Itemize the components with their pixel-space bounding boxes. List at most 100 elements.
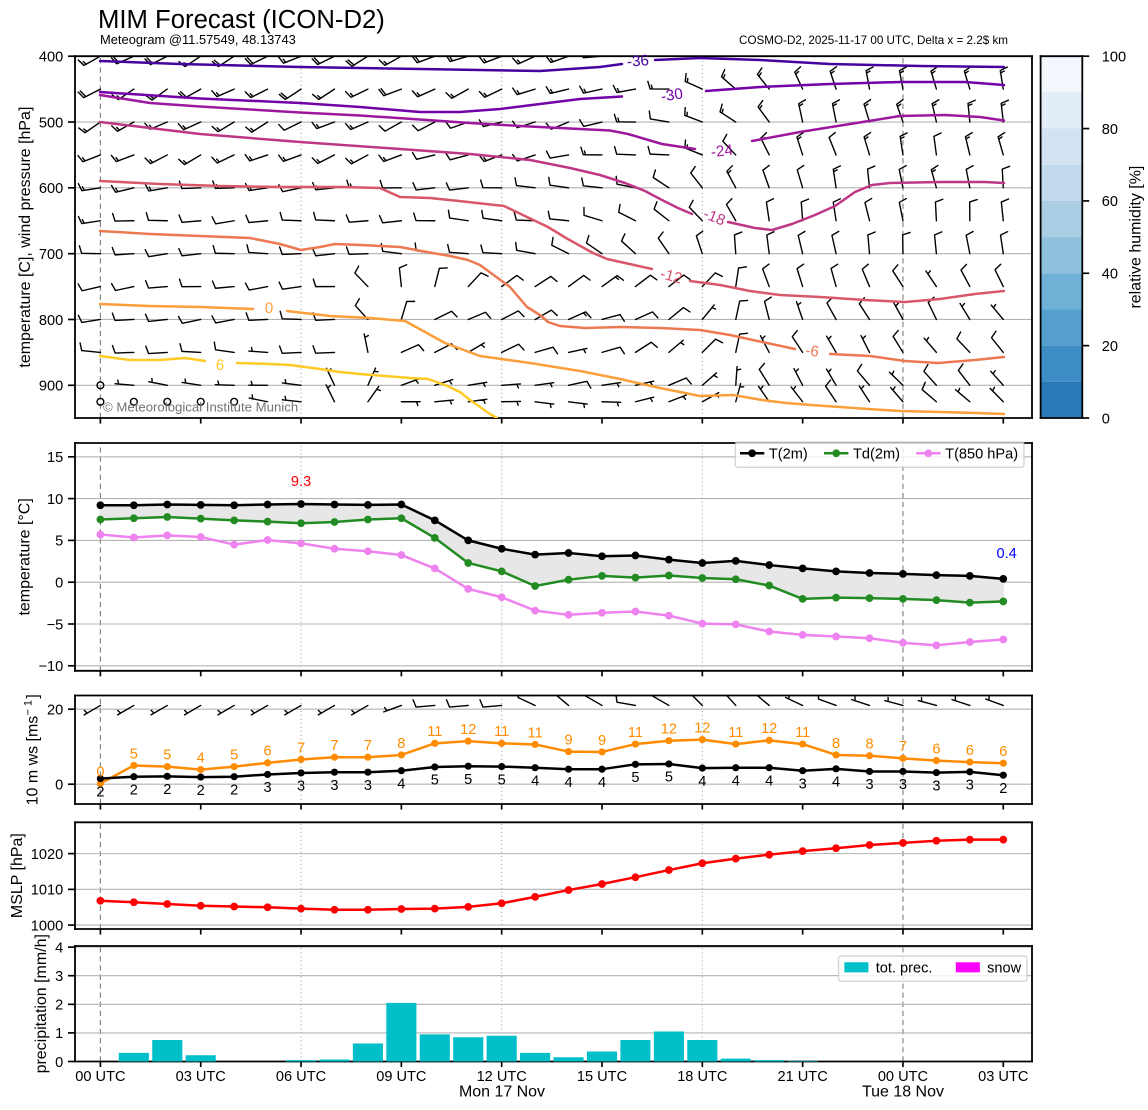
svg-text:800: 800: [39, 313, 63, 329]
svg-text:4: 4: [565, 775, 573, 791]
svg-text:MSLP [hPa]: MSLP [hPa]: [9, 833, 26, 918]
svg-text:11: 11: [494, 724, 509, 740]
svg-text:COSMO-D2, 2025-11-17 00 UTC, D: COSMO-D2, 2025-11-17 00 UTC, Delta x = 2…: [739, 34, 1008, 47]
svg-text:Td(2m): Td(2m): [853, 446, 900, 462]
svg-text:4: 4: [598, 775, 606, 791]
svg-text:3: 3: [264, 780, 272, 796]
svg-text:3: 3: [865, 777, 873, 793]
svg-text:MIM Forecast (ICON-D2): MIM Forecast (ICON-D2): [98, 6, 385, 34]
svg-text:5: 5: [464, 772, 472, 788]
svg-text:4: 4: [197, 750, 205, 766]
svg-text:2: 2: [130, 782, 138, 798]
svg-text:03 UTC: 03 UTC: [978, 1069, 1028, 1085]
svg-text:2: 2: [197, 783, 205, 799]
svg-text:tot. prec.: tot. prec.: [876, 960, 933, 976]
svg-text:3: 3: [966, 778, 974, 794]
svg-text:5: 5: [631, 770, 639, 786]
svg-text:00 UTC: 00 UTC: [75, 1069, 125, 1085]
svg-text:1020: 1020: [31, 847, 63, 863]
svg-text:2: 2: [230, 782, 238, 798]
svg-text:11: 11: [728, 725, 743, 741]
svg-text:1: 1: [55, 1026, 63, 1042]
svg-text:9.3: 9.3: [291, 474, 311, 490]
svg-text:-30: -30: [660, 85, 684, 105]
svg-text:4: 4: [55, 940, 63, 956]
svg-text:3: 3: [364, 778, 372, 794]
svg-text:6: 6: [264, 744, 272, 760]
svg-text:11: 11: [427, 724, 442, 740]
svg-text:10: 10: [47, 492, 63, 508]
svg-text:5: 5: [163, 747, 171, 763]
svg-text:7: 7: [297, 740, 305, 756]
svg-text:4: 4: [531, 773, 539, 789]
svg-text:precipitation [mm/h]: precipitation [mm/h]: [33, 934, 50, 1073]
svg-text:15: 15: [47, 450, 63, 466]
svg-text:2: 2: [96, 784, 104, 800]
svg-text:18 UTC: 18 UTC: [677, 1069, 727, 1085]
svg-text:80: 80: [1102, 122, 1118, 138]
svg-text:12 UTC: 12 UTC: [477, 1069, 527, 1085]
svg-text:12: 12: [761, 721, 777, 737]
svg-text:21 UTC: 21 UTC: [778, 1069, 828, 1085]
svg-text:7: 7: [899, 739, 907, 755]
svg-text:0: 0: [1102, 411, 1110, 427]
svg-text:400: 400: [39, 49, 63, 65]
svg-text:relative humidity [%]: relative humidity [%]: [1127, 166, 1144, 309]
svg-text:4: 4: [698, 774, 706, 790]
svg-text:9: 9: [565, 732, 573, 748]
svg-text:−10: −10: [38, 659, 63, 675]
svg-text:1010: 1010: [31, 883, 63, 899]
svg-text:Mon 17 Nov: Mon 17 Nov: [459, 1083, 545, 1100]
svg-text:3: 3: [55, 969, 63, 985]
svg-text:40: 40: [1102, 267, 1118, 283]
svg-text:2: 2: [999, 781, 1007, 797]
svg-text:0: 0: [96, 764, 104, 780]
svg-text:100: 100: [1102, 49, 1126, 65]
svg-text:3: 3: [799, 776, 807, 792]
svg-text:5: 5: [498, 772, 506, 788]
svg-text:3: 3: [932, 778, 940, 794]
svg-text:temperature [C], wind pressure: temperature [C], wind pressure [hPa]: [17, 107, 34, 368]
svg-text:Tue 18 Nov: Tue 18 Nov: [862, 1083, 944, 1100]
svg-text:6: 6: [966, 743, 974, 759]
svg-text:2: 2: [163, 782, 171, 798]
svg-text:6: 6: [215, 357, 225, 375]
svg-text:-24: -24: [710, 142, 734, 162]
svg-text:5: 5: [230, 747, 238, 763]
svg-text:1 0 m: 1 0 m w s [ m s ] − 1: [11, 688, 42, 805]
svg-text:500: 500: [39, 115, 63, 131]
svg-text:12: 12: [661, 722, 677, 738]
svg-text:0: 0: [55, 777, 63, 793]
svg-text:12: 12: [460, 722, 476, 738]
svg-text:5: 5: [431, 773, 439, 789]
svg-text:20: 20: [47, 702, 63, 718]
svg-text:5: 5: [55, 534, 63, 550]
svg-text:03 UTC: 03 UTC: [176, 1069, 226, 1085]
svg-text:11: 11: [528, 725, 543, 741]
svg-text:7: 7: [330, 738, 338, 754]
svg-text:−5: −5: [47, 617, 64, 633]
svg-text:1000: 1000: [31, 918, 63, 934]
svg-text:T(850 hPa): T(850 hPa): [945, 446, 1018, 462]
svg-text:11: 11: [628, 725, 643, 741]
svg-text:-12: -12: [658, 265, 684, 287]
svg-text:3: 3: [330, 778, 338, 794]
svg-text:6: 6: [999, 744, 1007, 760]
svg-text:900: 900: [39, 379, 63, 395]
svg-text:T(2m): T(2m): [769, 446, 808, 462]
svg-text:20: 20: [1102, 339, 1118, 355]
svg-text:8: 8: [832, 736, 840, 752]
svg-text:3: 3: [297, 779, 305, 795]
svg-text:12: 12: [694, 720, 710, 736]
svg-text:temperature [°C]: temperature [°C]: [17, 498, 34, 615]
svg-text:15 UTC: 15 UTC: [577, 1069, 627, 1085]
svg-text:0: 0: [55, 1055, 63, 1071]
svg-text:snow: snow: [987, 960, 1022, 976]
svg-text:06 UTC: 06 UTC: [276, 1069, 326, 1085]
svg-text:0: 0: [264, 300, 273, 317]
svg-text:00 UTC: 00 UTC: [878, 1069, 928, 1085]
svg-text:8: 8: [865, 737, 873, 753]
svg-text:9: 9: [598, 733, 606, 749]
svg-text:5: 5: [665, 770, 673, 786]
svg-text:© Meteorological Institute Mun: © Meteorological Institute Munich: [103, 399, 298, 414]
